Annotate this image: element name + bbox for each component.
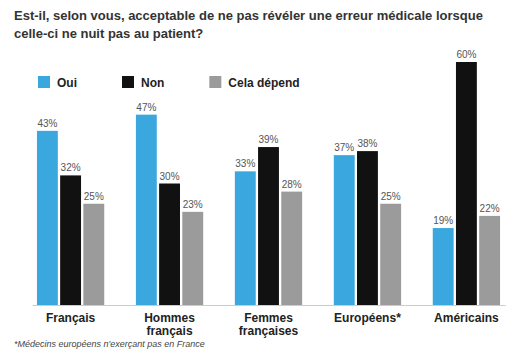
tick-label: Européens* — [334, 311, 401, 325]
legend-label: Cela dépend — [228, 76, 299, 90]
bar — [37, 131, 58, 305]
tick-label: Femmesfrançaises — [239, 311, 299, 339]
bar — [456, 62, 477, 305]
data-label: 25% — [84, 191, 104, 202]
tick-label: Français — [46, 311, 96, 325]
x-axis: Français Hommesfrançais Femmesfrançaises Eu… — [33, 305, 506, 338]
data-label: 47% — [136, 102, 156, 113]
tick: Français — [46, 305, 96, 325]
legend-swatch — [122, 76, 134, 88]
data-label: 39% — [258, 134, 278, 145]
title: Est-il, selon vous, acceptable de ne pas… — [14, 8, 483, 41]
tick-label: Hommesfrançais — [144, 311, 195, 339]
tick: Américains — [434, 305, 499, 325]
bar — [433, 228, 454, 305]
data-label: 25% — [381, 191, 401, 202]
legend-swatch — [38, 76, 50, 88]
bar — [357, 151, 378, 305]
bar — [182, 212, 203, 305]
legend-label: Oui — [57, 76, 77, 90]
bar — [136, 115, 157, 305]
data-label: 60% — [456, 49, 476, 60]
bars — [37, 62, 500, 305]
data-label: 37% — [334, 142, 354, 153]
bar — [334, 155, 355, 305]
data-label: 32% — [61, 162, 81, 173]
data-label: 38% — [357, 138, 377, 149]
tick: Hommesfrançais — [144, 305, 195, 338]
chart: Est-il, selon vous, acceptable de ne pas… — [0, 0, 522, 355]
axis-line — [33, 305, 506, 306]
data-label: 43% — [37, 118, 57, 129]
legend-item: Cela dépend — [209, 76, 299, 90]
legend-swatch — [209, 76, 221, 88]
legend-label: Non — [141, 76, 164, 90]
tick-label: Américains — [434, 311, 499, 325]
legend-item: Non — [122, 76, 164, 90]
bar — [60, 175, 81, 305]
background — [0, 0, 522, 355]
bar — [380, 204, 401, 305]
data-label: 22% — [480, 203, 500, 214]
bar — [281, 192, 302, 305]
bar — [159, 184, 180, 306]
legend-item: Oui — [38, 76, 77, 90]
data-label: 23% — [183, 199, 203, 210]
legend: Oui Non Cela dépend — [38, 76, 300, 90]
data-labels: 43% 47% 33% 37% 19% 32% 30% 39% 38% 60% 25% 23% 28% 2… — [37, 49, 499, 226]
bar — [235, 171, 256, 305]
footnote: *Médecins européens n'exerçant pas en Fr… — [14, 339, 205, 349]
bar — [479, 216, 500, 305]
bar — [258, 147, 279, 305]
tick: Européens* — [334, 305, 401, 325]
data-label: 33% — [235, 158, 255, 169]
tick: Femmesfrançaises — [239, 305, 299, 338]
data-label: 19% — [433, 215, 453, 226]
data-label: 30% — [160, 171, 180, 182]
bar — [83, 204, 104, 305]
data-label: 28% — [282, 179, 302, 190]
